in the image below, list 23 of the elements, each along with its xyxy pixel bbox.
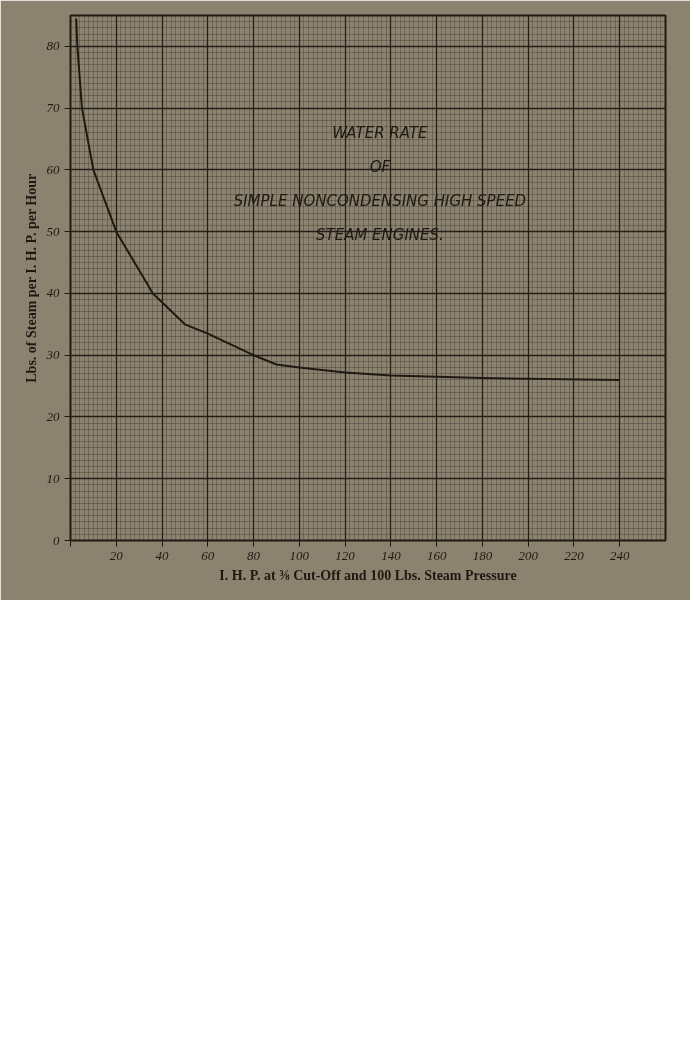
x-tick-label: 60 — [201, 547, 215, 563]
y-tick-label: 20 — [46, 408, 60, 424]
y-tick-label: 50 — [46, 223, 60, 239]
y-tick-label: 60 — [46, 161, 60, 177]
x-tick-label: 40 — [155, 547, 170, 563]
y-tick-label: 40 — [46, 285, 60, 301]
x-tick-label: 120 — [335, 547, 356, 563]
y-tick-label: 30 — [45, 347, 60, 363]
x-tick-label: 240 — [609, 547, 630, 563]
y-tick-label: 10 — [46, 470, 60, 486]
y-tick-label: 80 — [46, 38, 60, 54]
y-tick-label: 70 — [46, 100, 60, 116]
x-tick-label: 160 — [426, 547, 447, 563]
x-tick-label: 140 — [381, 547, 402, 563]
x-tick-label: 200 — [518, 547, 539, 563]
y-axis-title: Lbs. of Steam per I. H. P. per Hour — [23, 173, 39, 383]
y-tick-label: 0 — [53, 532, 60, 548]
x-axis-title: I. H. P. at ⅜ Cut-Off and 100 Lbs. Steam Pressure — [219, 567, 517, 583]
x-tick-label: 80 — [247, 547, 261, 563]
x-tick-label: 20 — [109, 547, 124, 563]
x-tick-label: 220 — [564, 547, 585, 563]
x-tick-label: 180 — [472, 547, 493, 563]
x-tick-label: 100 — [289, 547, 310, 563]
